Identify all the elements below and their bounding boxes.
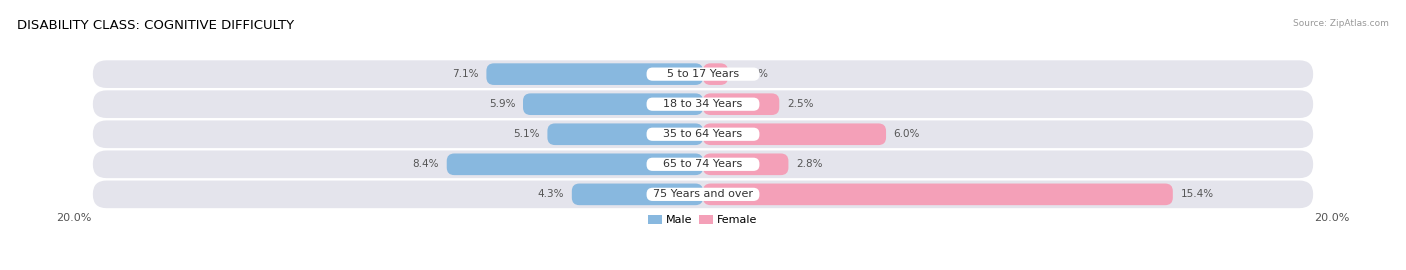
Text: 0.82%: 0.82% — [735, 69, 769, 79]
Text: 20.0%: 20.0% — [56, 213, 91, 223]
Text: DISABILITY CLASS: COGNITIVE DIFFICULTY: DISABILITY CLASS: COGNITIVE DIFFICULTY — [17, 19, 294, 32]
Text: 5.9%: 5.9% — [489, 99, 516, 109]
Text: 20.0%: 20.0% — [1315, 213, 1350, 223]
FancyBboxPatch shape — [647, 188, 759, 201]
FancyBboxPatch shape — [93, 150, 1313, 178]
FancyBboxPatch shape — [647, 68, 759, 81]
Text: 5.1%: 5.1% — [513, 129, 540, 139]
FancyBboxPatch shape — [547, 123, 703, 145]
Text: 5 to 17 Years: 5 to 17 Years — [666, 69, 740, 79]
FancyBboxPatch shape — [523, 93, 703, 115]
Text: 4.3%: 4.3% — [537, 189, 564, 199]
Text: 2.8%: 2.8% — [796, 159, 823, 169]
FancyBboxPatch shape — [93, 60, 1313, 88]
FancyBboxPatch shape — [703, 93, 779, 115]
Text: 18 to 34 Years: 18 to 34 Years — [664, 99, 742, 109]
Text: 15.4%: 15.4% — [1181, 189, 1213, 199]
FancyBboxPatch shape — [703, 184, 1173, 205]
FancyBboxPatch shape — [486, 63, 703, 85]
Text: 6.0%: 6.0% — [894, 129, 920, 139]
FancyBboxPatch shape — [447, 153, 703, 175]
Legend: Male, Female: Male, Female — [644, 210, 762, 230]
Text: 75 Years and over: 75 Years and over — [652, 189, 754, 199]
FancyBboxPatch shape — [703, 63, 728, 85]
Text: Source: ZipAtlas.com: Source: ZipAtlas.com — [1294, 19, 1389, 28]
Text: 65 to 74 Years: 65 to 74 Years — [664, 159, 742, 169]
FancyBboxPatch shape — [93, 181, 1313, 208]
FancyBboxPatch shape — [93, 120, 1313, 148]
Text: 7.1%: 7.1% — [453, 69, 479, 79]
FancyBboxPatch shape — [703, 153, 789, 175]
FancyBboxPatch shape — [647, 158, 759, 171]
FancyBboxPatch shape — [647, 97, 759, 111]
Text: 35 to 64 Years: 35 to 64 Years — [664, 129, 742, 139]
FancyBboxPatch shape — [703, 123, 886, 145]
Text: 8.4%: 8.4% — [412, 159, 439, 169]
FancyBboxPatch shape — [93, 90, 1313, 118]
FancyBboxPatch shape — [647, 128, 759, 141]
FancyBboxPatch shape — [572, 184, 703, 205]
Text: 2.5%: 2.5% — [787, 99, 814, 109]
